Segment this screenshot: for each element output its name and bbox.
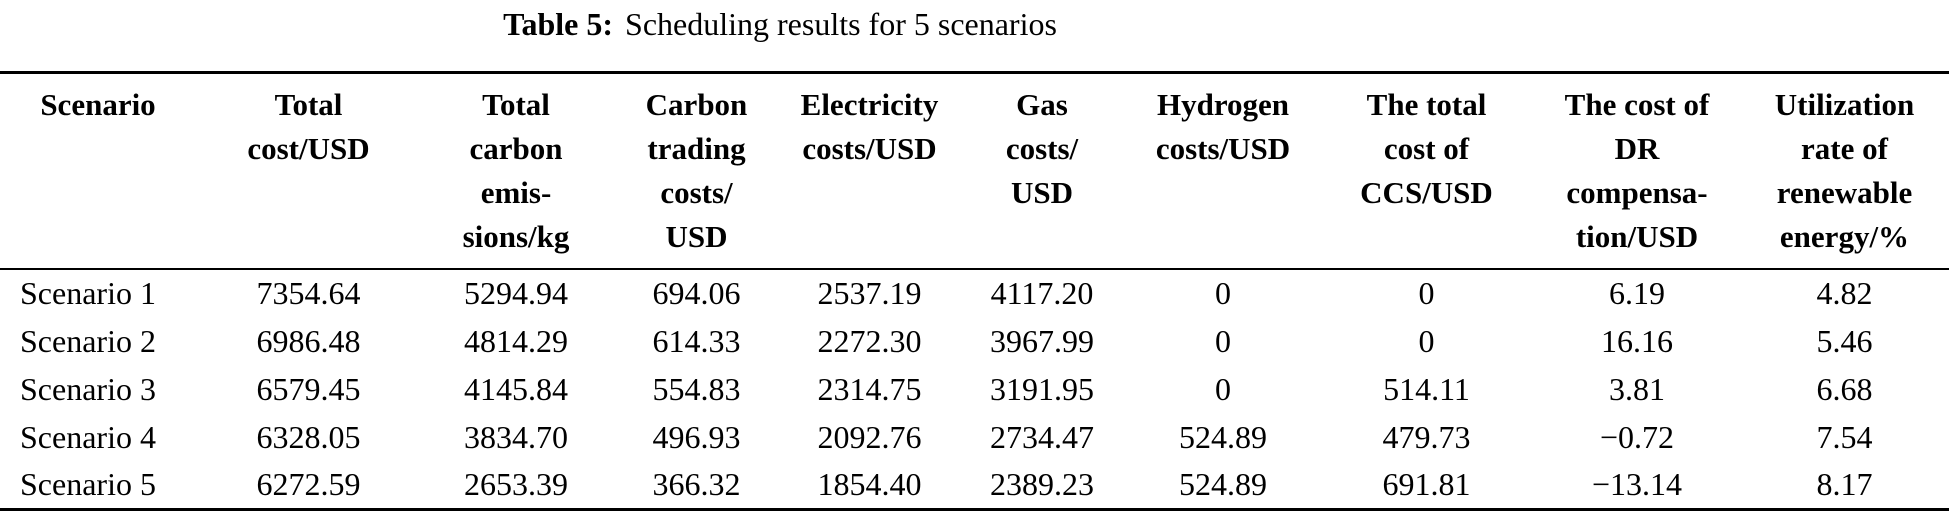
cell-electricity-costs: 2314.75	[817, 370, 922, 407]
cell-renewable-utilization-rate: 5.46	[1816, 322, 1873, 359]
cell-ccs-total-cost: 0	[1418, 275, 1435, 311]
cell-total-carbon-emissions: 3834.70	[464, 418, 568, 455]
column-header-total-carbon-emissions: Total carbon emis- sions/kg	[462, 87, 570, 254]
column-header-scenario: Scenario	[40, 87, 156, 122]
column-header-electricity-costs: Electricity costs/USD	[800, 87, 939, 166]
column-header-carbon-trading-costs: Carbon trading costs/ USD	[645, 87, 748, 254]
cell-dr-compensation-cost: −0.72	[1599, 418, 1675, 455]
column-header-ccs-total-cost: The total cost of CCS/USD	[1360, 87, 1493, 210]
table-row: Scenario 2 6986.48 4814.29 614.33 2272.3…	[0, 317, 1949, 365]
table-row: Scenario 5 6272.59 2653.39 366.32 1854.4…	[0, 461, 1949, 509]
cell-gas-costs: 3191.95	[990, 370, 1094, 407]
cell-hydrogen-costs: 0	[1215, 275, 1231, 311]
table-caption-text: Scheduling results for 5 scenarios	[625, 6, 1057, 42]
column-header-gas-costs: Gas costs/ USD	[1005, 87, 1079, 210]
cell-scenario-label: Scenario 3	[20, 370, 156, 407]
table-caption-label: Table 5:	[503, 6, 614, 42]
cell-dr-compensation-cost: 3.81	[1609, 370, 1665, 407]
table-row: Scenario 4 6328.05 3834.70 496.93 2092.7…	[0, 413, 1949, 461]
header-row: Scenario Total cost/USD Total carbon emi…	[0, 73, 1949, 269]
cell-carbon-trading-costs: 614.33	[652, 322, 741, 359]
cell-renewable-utilization-rate: 8.17	[1816, 465, 1873, 502]
column-header-renewable-utilization-rate: Utilization rate of renewable energy/%	[1774, 87, 1915, 254]
cell-total-cost: 6328.05	[256, 418, 361, 455]
cell-total-carbon-emissions: 4145.84	[464, 370, 568, 407]
cell-scenario-label: Scenario 1	[20, 275, 156, 311]
cell-electricity-costs: 2272.30	[817, 322, 922, 359]
cell-electricity-costs: 2537.19	[817, 275, 922, 311]
cell-gas-costs: 3967.99	[990, 322, 1094, 359]
cell-total-carbon-emissions: 5294.94	[464, 275, 568, 311]
cell-gas-costs: 2389.23	[990, 465, 1094, 502]
cell-hydrogen-costs: 524.89	[1179, 465, 1267, 502]
cell-carbon-trading-costs: 496.93	[652, 418, 741, 455]
cell-total-cost: 7354.64	[256, 275, 361, 311]
cell-electricity-costs: 2092.76	[817, 418, 922, 455]
table-row: Scenario 3 6579.45 4145.84 554.83 2314.7…	[0, 365, 1949, 413]
cell-renewable-utilization-rate: 7.54	[1816, 418, 1873, 455]
cell-dr-compensation-cost: −13.14	[1591, 465, 1683, 502]
cell-scenario-label: Scenario 4	[20, 418, 156, 455]
cell-hydrogen-costs: 0	[1215, 370, 1231, 407]
cell-ccs-total-cost: 479.73	[1382, 418, 1471, 455]
cell-hydrogen-costs: 524.89	[1179, 418, 1267, 455]
cell-total-carbon-emissions: 4814.29	[464, 322, 568, 359]
cell-scenario-label: Scenario 2	[20, 322, 156, 359]
cell-carbon-trading-costs: 694.06	[652, 275, 741, 311]
cell-dr-compensation-cost: 16.16	[1601, 322, 1673, 359]
cell-gas-costs: 2734.47	[990, 418, 1094, 455]
cell-gas-costs: 4117.20	[990, 275, 1094, 311]
cell-total-cost: 6272.59	[256, 465, 361, 502]
cell-total-cost: 6986.48	[256, 322, 361, 359]
cell-renewable-utilization-rate: 6.68	[1816, 370, 1873, 407]
table-caption: Table 5: Scheduling results for 5 scenari…	[0, 4, 1560, 44]
column-header-hydrogen-costs: Hydrogen costs/USD	[1155, 87, 1291, 166]
cell-total-carbon-emissions: 2653.39	[464, 465, 568, 502]
cell-ccs-total-cost: 0	[1418, 322, 1435, 359]
column-header-total-cost: Total cost/USD	[247, 87, 370, 166]
cell-renewable-utilization-rate: 4.82	[1816, 275, 1873, 311]
cell-total-cost: 6579.45	[256, 370, 361, 407]
cell-scenario-label: Scenario 5	[20, 465, 156, 502]
cell-carbon-trading-costs: 554.83	[652, 370, 741, 407]
cell-hydrogen-costs: 0	[1215, 322, 1231, 359]
cell-dr-compensation-cost: 6.19	[1609, 275, 1665, 311]
column-header-dr-compensation-cost: The cost of DR compensa- tion/USD	[1564, 87, 1710, 254]
table-row: Scenario 1 7354.64 5294.94 694.06 2537.1…	[0, 269, 1949, 317]
cell-ccs-total-cost: 514.11	[1383, 370, 1470, 407]
results-table: Scenario Total cost/USD Total carbon emi…	[0, 71, 1949, 511]
cell-ccs-total-cost: 691.81	[1382, 465, 1471, 502]
cell-carbon-trading-costs: 366.32	[652, 465, 741, 502]
cell-electricity-costs: 1854.40	[817, 465, 922, 502]
